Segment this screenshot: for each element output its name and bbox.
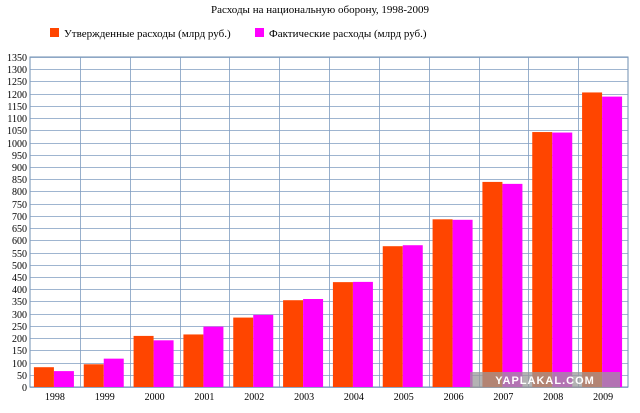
bar-2003-s1 (283, 300, 304, 387)
y-tick-label: 1100 (7, 114, 27, 125)
y-tick-label: 750 (12, 200, 27, 211)
bar-1999-s1 (83, 364, 104, 387)
x-tick-label: 2003 (294, 392, 314, 403)
bar-2007-s1 (482, 181, 503, 387)
x-tick-label: 2000 (145, 392, 165, 403)
legend-label: Фактические расходы (млрд руб.) (269, 28, 427, 40)
x-tick-label: 2005 (394, 392, 414, 403)
y-tick-label: 400 (12, 285, 27, 296)
bar-2000-s1 (133, 335, 154, 387)
y-tick-label: 900 (12, 163, 27, 174)
bar-1998-s2 (53, 371, 74, 387)
y-tick-label: 50 (17, 371, 27, 382)
legend-item-2: Фактические расходы (млрд руб.) (255, 28, 427, 40)
x-tick-label: 2009 (593, 392, 613, 403)
bar-2008-s1 (532, 132, 553, 387)
x-tick-label: 2006 (444, 392, 464, 403)
bar-1998-s1 (33, 367, 54, 387)
y-tick-label: 200 (12, 334, 27, 345)
watermark-text: YAPLAKAL.COM (495, 375, 595, 387)
bar-2002-s2 (253, 314, 274, 387)
y-tick-label: 1300 (7, 65, 27, 76)
x-tick-label: 2007 (493, 392, 513, 403)
y-tick-label: 700 (12, 212, 27, 223)
bar-2006-s2 (452, 219, 473, 387)
bar-2006-s1 (432, 219, 453, 387)
bar-2004-s1 (332, 282, 353, 387)
bar-2002-s1 (233, 317, 254, 387)
bar-2009-s2 (602, 96, 623, 387)
chart-title: Расходы на национальную оборону, 1998-20… (211, 4, 430, 16)
y-tick-label: 600 (12, 236, 27, 247)
legend-label: Утвержденные расходы (млрд руб.) (64, 28, 231, 40)
y-tick-label: 850 (12, 175, 27, 186)
bar-2008-s2 (552, 132, 573, 387)
y-tick-label: 250 (12, 322, 27, 333)
bar-2001-s2 (203, 326, 224, 387)
y-tick-label: 1200 (7, 90, 27, 101)
legend-swatch (50, 28, 59, 37)
legend-item-1: Утвержденные расходы (млрд руб.) (50, 28, 231, 40)
y-tick-label: 1350 (7, 53, 27, 64)
y-tick-label: 450 (12, 273, 27, 284)
bar-2009-s1 (582, 92, 603, 387)
y-tick-label: 150 (12, 346, 27, 357)
y-tick-label: 300 (12, 310, 27, 321)
y-tick-label: 100 (12, 359, 27, 370)
x-tick-label: 2004 (344, 392, 364, 403)
x-axis-ticks: 1998 1999 2000 2001 2002 2003 2004 2005 2006 2007… (45, 392, 613, 403)
y-tick-label: 950 (12, 151, 27, 162)
y-tick-label: 1050 (7, 126, 27, 137)
bars (33, 92, 623, 387)
y-tick-label: 650 (12, 224, 27, 235)
grid (29, 56, 629, 388)
y-tick-label: 550 (12, 249, 27, 260)
watermark: YAPLAKAL.COM (470, 372, 620, 388)
y-tick-label: 500 (12, 261, 27, 272)
y-tick-label: 1250 (7, 77, 27, 88)
bar-2001-s1 (183, 334, 204, 387)
bar-2005-s2 (402, 245, 423, 387)
x-tick-label: 2001 (194, 392, 214, 403)
bar-2004-s2 (352, 281, 373, 387)
y-tick-label: 1150 (7, 102, 27, 113)
plot-frame (29, 56, 629, 388)
y-axis-ticks: 0501001502002503003504004505005506006507… (7, 53, 27, 394)
bar-1999-s2 (103, 358, 124, 387)
bar-2005-s1 (382, 246, 403, 387)
bar-2003-s2 (303, 299, 324, 387)
legend-swatch (255, 28, 264, 37)
x-tick-label: 2002 (244, 392, 264, 403)
y-tick-label: 0 (22, 383, 27, 394)
legend: Утвержденные расходы (млрд руб.) Фактичес… (50, 28, 427, 40)
x-tick-label: 1999 (95, 392, 115, 403)
y-tick-label: 800 (12, 187, 27, 198)
y-tick-label: 1000 (7, 139, 27, 150)
bar-2000-s2 (153, 340, 174, 387)
y-tick-label: 350 (12, 297, 27, 308)
x-tick-label: 2008 (543, 392, 563, 403)
x-tick-label: 1998 (45, 392, 65, 403)
bar-2007-s2 (502, 183, 523, 387)
